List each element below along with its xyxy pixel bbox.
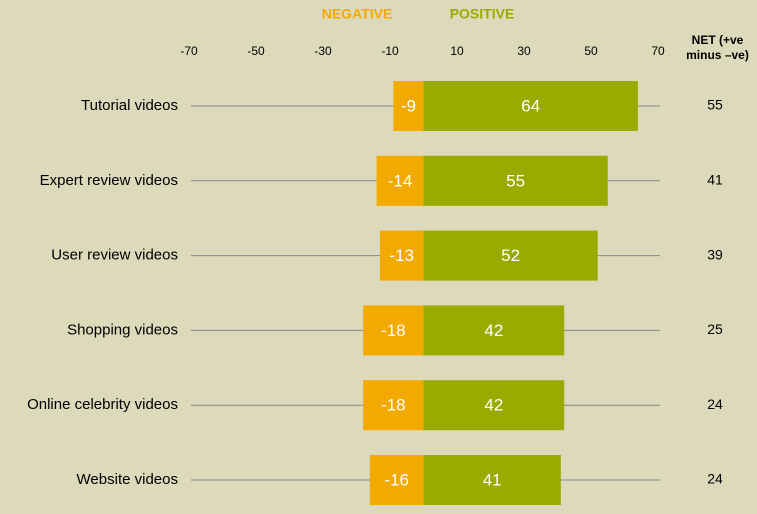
- value-label: 42: [484, 396, 503, 415]
- value-label: -9: [401, 96, 416, 115]
- net-value: 24: [707, 471, 723, 487]
- bar: [423, 155, 608, 206]
- net-value: 39: [707, 246, 723, 262]
- value-label: 55: [506, 171, 525, 190]
- category-label: Expert review videos: [40, 172, 178, 189]
- x-tick-label: -50: [247, 44, 265, 58]
- x-tick-label: 50: [584, 44, 598, 58]
- bar: [363, 305, 424, 356]
- x-tick-label: 70: [651, 44, 665, 58]
- category-label: Website videos: [77, 471, 178, 488]
- bar: [393, 81, 424, 131]
- legend-label: POSITIVE: [450, 6, 515, 22]
- bar: [369, 455, 424, 505]
- category-label: Tutorial videos: [81, 97, 178, 114]
- x-tick-label: 30: [517, 44, 531, 58]
- value-label: -18: [381, 396, 406, 415]
- x-tick-label: -10: [381, 44, 399, 58]
- legend-label: NEGATIVE: [322, 6, 393, 22]
- category-label: Shopping videos: [67, 321, 178, 338]
- value-label: 52: [501, 246, 520, 265]
- net-value: 24: [707, 396, 723, 412]
- net-value: 55: [707, 97, 723, 113]
- x-tick-label: -70: [180, 44, 198, 58]
- bar: [423, 305, 565, 356]
- bar: [379, 230, 424, 281]
- value-label: -18: [381, 321, 406, 340]
- value-label: 42: [484, 321, 503, 340]
- value-label: 64: [521, 96, 540, 115]
- bar: [423, 455, 561, 505]
- bar: [423, 230, 598, 281]
- x-tick-label: 10: [450, 44, 464, 58]
- bar: [423, 81, 638, 131]
- value-label: -14: [388, 171, 413, 190]
- value-label: -16: [384, 470, 409, 489]
- bar: [363, 380, 424, 431]
- value-label: 41: [483, 470, 502, 489]
- net-value: 41: [707, 172, 723, 188]
- x-tick-label: -30: [314, 44, 332, 58]
- value-label: -13: [389, 246, 414, 265]
- category-label: User review videos: [51, 247, 178, 264]
- bar: [376, 155, 424, 206]
- category-label: Online celebrity videos: [27, 396, 178, 413]
- bar: [423, 380, 565, 431]
- net-value: 25: [707, 321, 723, 337]
- net-header: NET (+ve minus –ve): [686, 33, 749, 62]
